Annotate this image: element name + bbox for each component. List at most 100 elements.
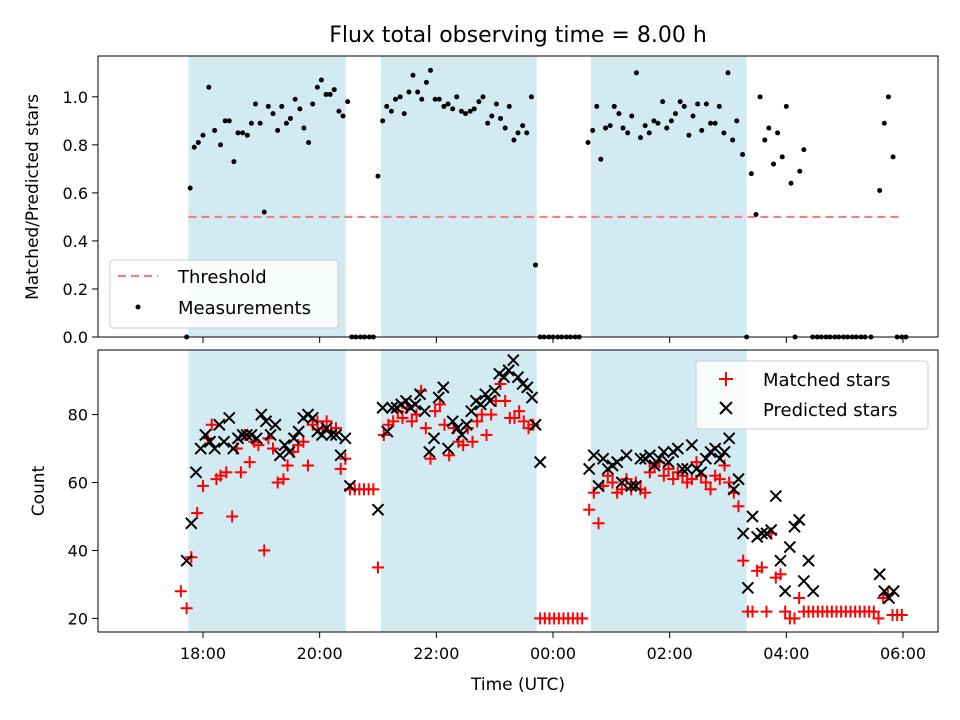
matched-stars-series xyxy=(174,377,908,625)
matched-star-point xyxy=(320,415,333,428)
measurement-point xyxy=(401,111,407,117)
measurement-point xyxy=(306,139,312,145)
measurement-point xyxy=(753,212,759,218)
measurement-point xyxy=(740,151,746,157)
count-y-axis: 20 40 60 80 xyxy=(68,406,98,628)
observing-windows-bottom xyxy=(188,350,747,632)
legend-matched-label: Matched stars xyxy=(763,370,890,391)
measurement-point xyxy=(463,111,468,117)
matched-star-point xyxy=(737,554,750,567)
matched-star-point xyxy=(699,476,712,489)
predicted-star-point xyxy=(587,449,601,462)
matched-star-point xyxy=(471,415,484,428)
measurement-point xyxy=(708,120,713,126)
time-x-axis-label: Time (UTC) xyxy=(470,675,565,695)
measurement-point xyxy=(611,103,617,109)
matched-star-point xyxy=(508,411,521,424)
predicted-star-point xyxy=(343,479,357,493)
measurement-point xyxy=(885,94,891,100)
predicted-star-point xyxy=(797,574,811,588)
measurement-point xyxy=(748,171,754,177)
measurement-point xyxy=(195,139,201,145)
predicted-star-point xyxy=(325,428,338,442)
measurement-point xyxy=(506,103,512,109)
measurement-point xyxy=(432,96,438,102)
matched-star-point xyxy=(583,503,596,516)
matched-star-point xyxy=(197,479,209,492)
predicted-star-point xyxy=(189,466,203,479)
matched-star-point xyxy=(405,415,418,428)
predicted-star-point xyxy=(788,520,801,533)
legend-predicted-label: Predicted stars xyxy=(763,400,897,421)
measurement-point xyxy=(235,130,241,136)
predicted-star-point xyxy=(264,428,277,442)
matched-star-point xyxy=(330,422,342,435)
measurement-point xyxy=(336,108,342,114)
time-x-tick-label: 22:00 xyxy=(413,644,459,663)
matched-star-point xyxy=(676,469,689,482)
measurement-point xyxy=(393,96,398,102)
observing-window-2 xyxy=(380,350,537,632)
measurement-point xyxy=(712,120,718,126)
measurement-point xyxy=(489,113,495,119)
measurement-point xyxy=(467,108,473,114)
predicted-star-point xyxy=(634,452,647,465)
measurement-point xyxy=(406,89,412,95)
matched-star-point xyxy=(226,510,239,523)
time-x-tick-label: 20:00 xyxy=(297,644,343,663)
measurement-point xyxy=(410,72,416,78)
predicted-star-point xyxy=(376,401,389,414)
matched-star-point xyxy=(267,442,279,455)
predicted-star-point xyxy=(502,364,515,377)
predicted-star-point xyxy=(194,442,207,455)
predicted-star-point xyxy=(427,432,441,445)
matched-star-point xyxy=(443,449,456,462)
time-x-tick-label: 04:00 xyxy=(763,644,809,663)
measurement-point xyxy=(257,120,263,126)
matched-star-point xyxy=(788,612,801,625)
predicted-star-point xyxy=(533,455,547,469)
matched-star-point xyxy=(723,476,736,489)
measurement-point xyxy=(779,154,785,160)
time-x-tick-label: 18:00 xyxy=(180,644,226,663)
predicted-star-point xyxy=(208,442,221,455)
matched-star-point xyxy=(457,439,470,452)
measurement-point xyxy=(673,111,678,117)
predicted-star-point xyxy=(250,432,263,445)
measurement-point xyxy=(288,115,293,121)
measurement-point xyxy=(881,120,887,126)
legend-matched-swatch xyxy=(719,372,733,386)
predicted-star-point xyxy=(778,585,792,598)
predicted-star-point xyxy=(185,517,198,530)
predicted-star-point xyxy=(680,462,694,476)
ratio-panel: 0.0 0.2 0.4 0.6 0.8 1.0 Matched/Predicted sta… xyxy=(23,55,939,347)
time-x-tick-label: 06:00 xyxy=(880,644,926,663)
measurement-point xyxy=(797,168,803,174)
predicted-star-point xyxy=(792,513,806,527)
predicted-star-point xyxy=(736,527,750,540)
matched-star-point xyxy=(704,483,717,496)
matched-star-point xyxy=(433,398,446,411)
measurement-point xyxy=(292,96,298,102)
predicted-star-point xyxy=(624,479,638,493)
predicted-star-point xyxy=(878,585,891,598)
predicted-star-point xyxy=(240,428,253,442)
measurement-point xyxy=(331,87,337,93)
measurement-point xyxy=(187,185,193,191)
matched-star-point xyxy=(639,486,652,499)
matched-star-point xyxy=(174,585,187,598)
predicted-star-point xyxy=(507,353,520,367)
matched-star-point xyxy=(205,418,218,431)
legend-predicted-swatch xyxy=(719,401,733,415)
predicted-star-point xyxy=(451,421,464,435)
measurement-point xyxy=(695,101,701,107)
measurement-point xyxy=(415,89,421,95)
ratio-y-tick-label: 0.4 xyxy=(63,232,88,251)
count-y-tick-label: 40 xyxy=(68,541,88,560)
measurement-point xyxy=(458,108,464,114)
measurement-point xyxy=(730,137,736,143)
predicted-star-point xyxy=(474,398,487,411)
predicted-star-point xyxy=(722,432,736,445)
ratio-y-tick-label: 0.6 xyxy=(63,184,88,203)
matched-star-point xyxy=(527,418,540,431)
